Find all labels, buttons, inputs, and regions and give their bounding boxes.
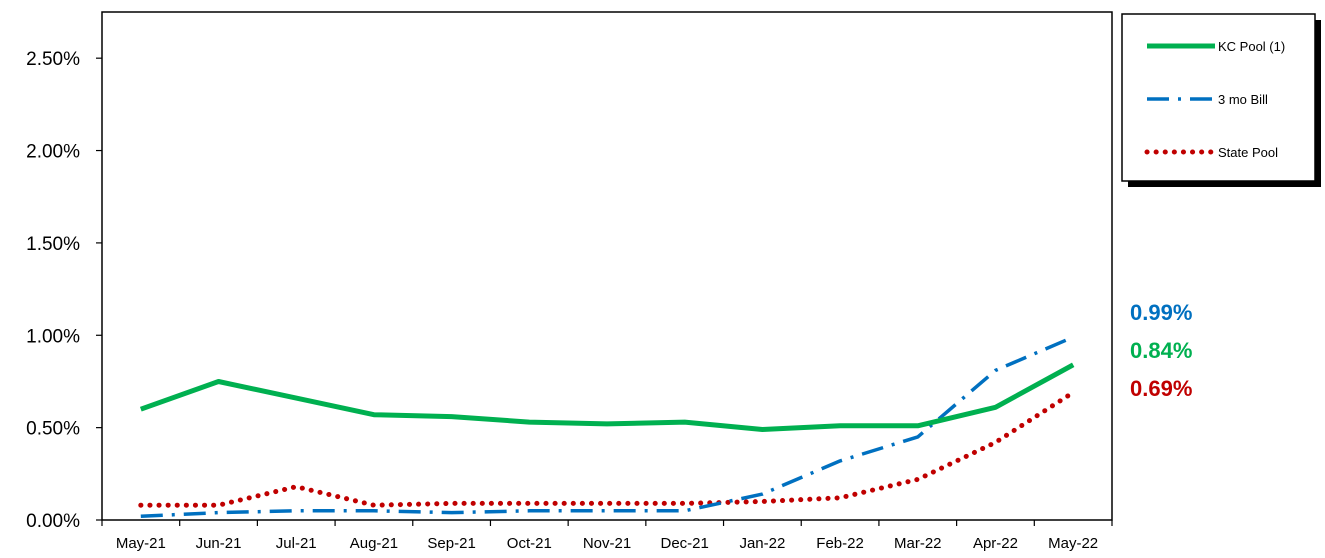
series-line-3-mo-bill bbox=[140, 335, 1074, 519]
x-tick-label: Nov-21 bbox=[583, 535, 631, 552]
legend-label: 3 mo Bill bbox=[1218, 92, 1268, 107]
x-tick-label: Apr-22 bbox=[973, 535, 1018, 552]
y-tick-label: 2.50% bbox=[26, 49, 80, 70]
x-tick-label: Oct-21 bbox=[507, 535, 552, 552]
x-tick-label: Feb-22 bbox=[816, 535, 864, 552]
x-tick-label: May-21 bbox=[116, 535, 166, 552]
legend-label: State Pool bbox=[1218, 145, 1278, 160]
end-value-label: 0.69% bbox=[1130, 376, 1192, 401]
x-tick-label: Jun-21 bbox=[196, 535, 242, 552]
axes: 0.00% 0.50% 1.00% 1.50% 2.00% 2.50% May-21 Jun-… bbox=[26, 11, 1113, 552]
x-tick-label: Sep-21 bbox=[427, 535, 475, 552]
x-tick-label: Jul-21 bbox=[276, 535, 317, 552]
y-tick-label: 2.00% bbox=[26, 142, 80, 163]
legend-label: KC Pool (1) bbox=[1218, 39, 1285, 54]
y-tick-label: 1.50% bbox=[26, 234, 80, 255]
series-line-kc-pool-1 bbox=[139, 362, 1075, 432]
end-value-label: 0.84% bbox=[1130, 338, 1192, 363]
x-tick-label: Dec-21 bbox=[661, 535, 709, 552]
series-line-state-pool bbox=[138, 390, 1076, 508]
x-tick-label: Jan-22 bbox=[739, 535, 785, 552]
y-tick-label: 1.00% bbox=[26, 326, 80, 347]
end-labels: 0.99% 0.84% 0.69% bbox=[1130, 300, 1192, 401]
x-tick-label: Mar-22 bbox=[894, 535, 942, 552]
plot-area-frame bbox=[101, 11, 1113, 521]
x-tick-label: May-22 bbox=[1048, 535, 1098, 552]
x-tick-label: Aug-21 bbox=[350, 535, 398, 552]
end-value-label: 0.99% bbox=[1130, 300, 1192, 325]
y-tick-label: 0.50% bbox=[26, 419, 80, 440]
y-tick-label: 0.00% bbox=[26, 511, 80, 532]
series-lines bbox=[138, 335, 1076, 519]
legend: KC Pool (1) 3 mo Bill State Pool bbox=[1121, 13, 1321, 187]
